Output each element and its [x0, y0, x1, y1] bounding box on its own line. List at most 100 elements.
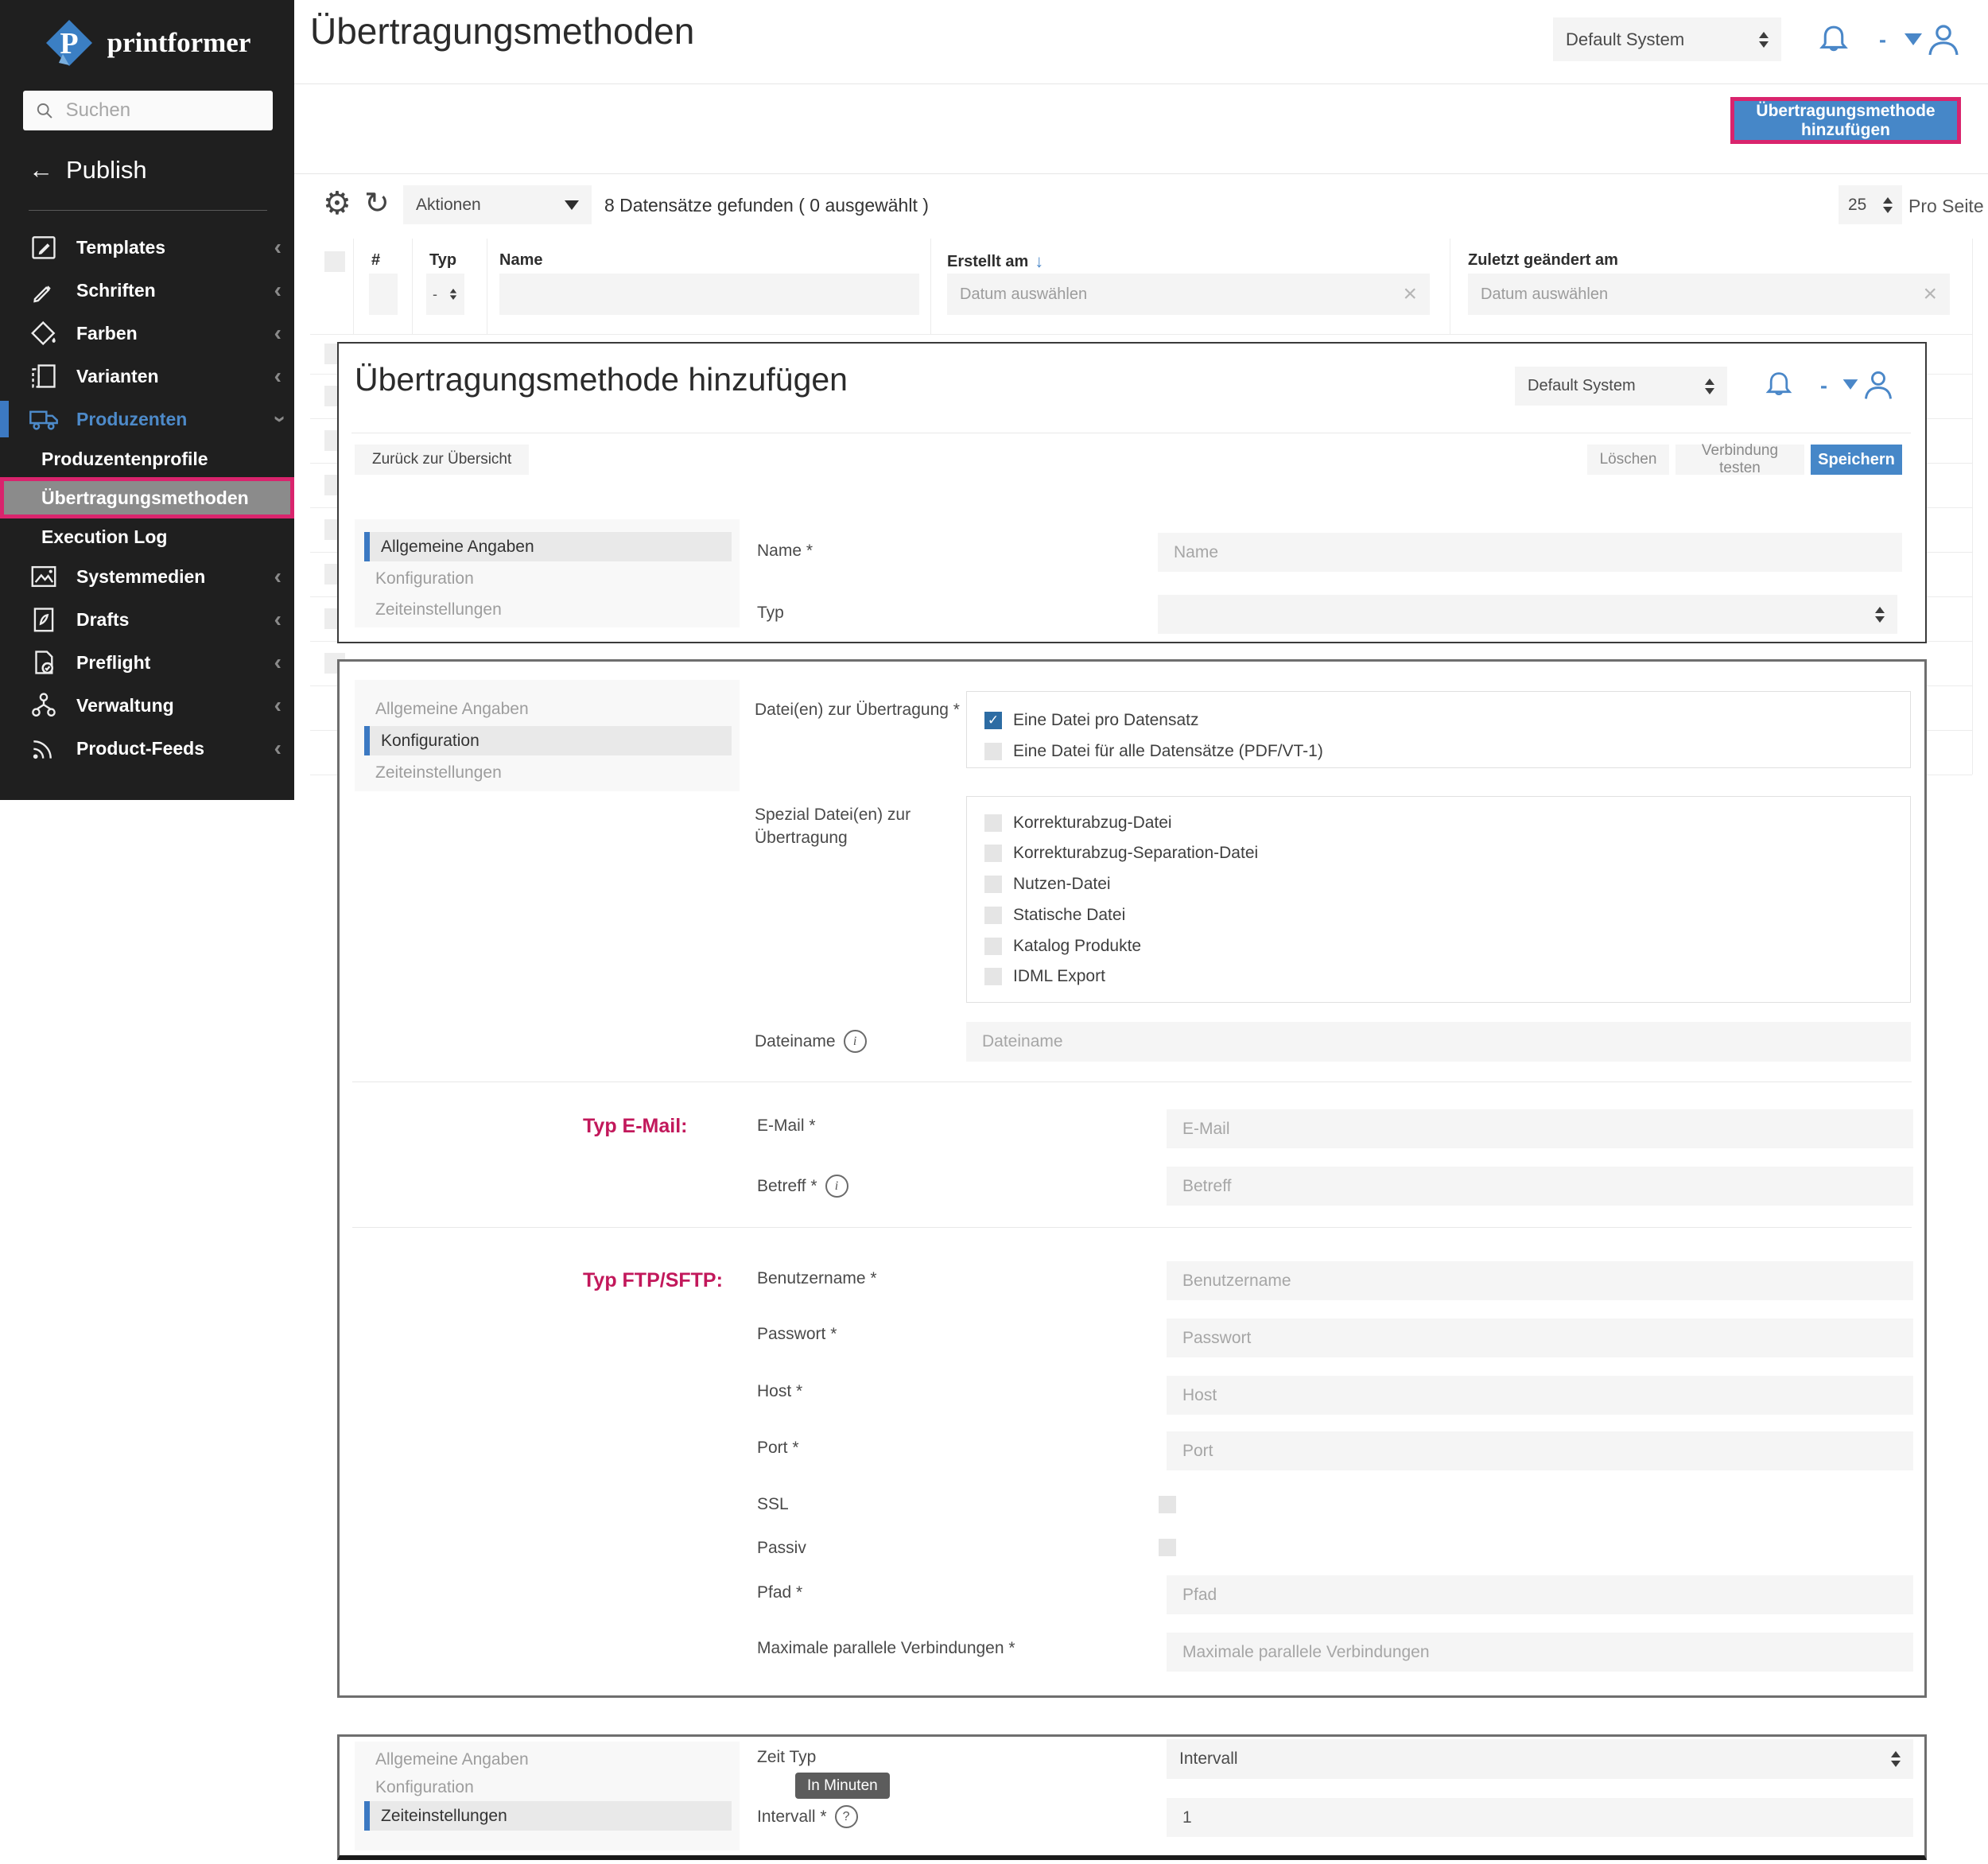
nav-tab-konfiguration[interactable]: Konfiguration: [375, 1778, 474, 1796]
nav-tab-allgemeine-angaben[interactable]: Allgemeine Angaben: [375, 1750, 529, 1769]
checkbox-unchecked[interactable]: [984, 814, 1002, 832]
nav-tab-zeiteinstellungen[interactable]: Zeiteinstellungen: [375, 763, 502, 782]
option-idml-export[interactable]: IDML Export: [984, 967, 1105, 986]
save-button[interactable]: Speichern: [1811, 445, 1902, 475]
sidebar-item-varianten[interactable]: Varianten ‹: [0, 355, 294, 398]
user-icon[interactable]: [1924, 19, 1963, 60]
checkbox-unchecked[interactable]: [984, 743, 1002, 760]
column-header-num[interactable]: #: [371, 251, 381, 269]
path-input[interactable]: [1167, 1575, 1913, 1614]
search-input[interactable]: [64, 99, 262, 122]
sidebar-item-product-feeds[interactable]: Product-Feeds ‹: [0, 727, 294, 770]
back-to-overview-button[interactable]: Zurück zur Übersicht: [355, 445, 530, 475]
zeittyp-label: Zeit Typ: [757, 1748, 817, 1766]
user-icon[interactable]: [1861, 366, 1896, 404]
select-all-checkbox[interactable]: [324, 251, 345, 272]
typ-select[interactable]: [1158, 595, 1897, 634]
username-input[interactable]: [1167, 1261, 1913, 1300]
gear-icon[interactable]: ⚙: [323, 186, 351, 221]
checkbox-unchecked[interactable]: [984, 876, 1002, 893]
column-header-name[interactable]: Name: [499, 251, 543, 269]
actions-select[interactable]: Aktionen: [403, 185, 592, 224]
nav-tab-zeiteinstellungen[interactable]: Zeiteinstellungen: [375, 600, 502, 619]
test-connection-button[interactable]: Verbindung testen: [1675, 442, 1804, 476]
sidebar-item-preflight[interactable]: Preflight ‹: [0, 641, 294, 684]
column-header-created[interactable]: Erstellt am ↓: [947, 251, 1044, 271]
filter-typ-select[interactable]: -: [426, 274, 464, 315]
checkbox-unchecked[interactable]: [984, 938, 1002, 955]
org-chart-icon: [27, 689, 60, 722]
system-select[interactable]: Default System: [1553, 17, 1781, 61]
zeittyp-select[interactable]: Intervall: [1167, 1739, 1913, 1779]
password-input[interactable]: [1167, 1318, 1913, 1357]
header-bottom-line: [310, 334, 1972, 335]
info-icon[interactable]: i: [843, 1030, 867, 1053]
sidebar-item-schriften[interactable]: Schriften ‹: [0, 269, 294, 312]
checkbox-unchecked[interactable]: [984, 968, 1002, 985]
filter-name-input[interactable]: [512, 284, 907, 305]
question-icon[interactable]: ?: [834, 1805, 858, 1828]
rss-icon: [27, 732, 60, 765]
dialog-title: Übertragungsmethode hinzufügen: [355, 361, 848, 398]
account-caret-icon[interactable]: [1842, 379, 1858, 390]
option-katalog-produkte[interactable]: Katalog Produkte: [984, 937, 1141, 956]
option-eine-datei-pro-datensatz[interactable]: Eine Datei pro Datensatz: [984, 711, 1198, 730]
nav-tab-allgemeine-angaben[interactable]: Allgemeine Angaben: [375, 700, 529, 718]
delete-button[interactable]: Löschen: [1587, 445, 1669, 475]
nav-tab-allgemeine-angaben[interactable]: Allgemeine Angaben: [364, 532, 732, 561]
sidebar-item-templates[interactable]: Templates ‹: [0, 226, 294, 269]
passiv-checkbox[interactable]: [1159, 1539, 1176, 1556]
column-header-typ[interactable]: Typ: [429, 251, 457, 269]
bell-icon[interactable]: [1815, 21, 1852, 60]
info-icon[interactable]: i: [825, 1175, 848, 1198]
back-nav-publish[interactable]: ← Publish: [29, 156, 147, 184]
checkbox-unchecked[interactable]: [984, 907, 1002, 924]
port-input[interactable]: [1167, 1431, 1913, 1470]
host-input[interactable]: [1167, 1376, 1913, 1415]
sidebar-item-label: Systemmedien: [76, 565, 206, 587]
sidebar-item-systemmedien[interactable]: Systemmedien ‹: [0, 555, 294, 598]
filter-created-date[interactable]: Datum auswählen ×: [947, 274, 1430, 315]
clear-x-icon[interactable]: ×: [1403, 281, 1417, 307]
email-input[interactable]: [1167, 1109, 1913, 1148]
filename-input[interactable]: [966, 1022, 1911, 1062]
option-korrekturabzug-datei[interactable]: Korrekturabzug-Datei: [984, 814, 1172, 833]
nav-tab-zeiteinstellungen[interactable]: Zeiteinstellungen: [364, 1801, 732, 1831]
svg-text:P: P: [60, 27, 78, 60]
column-header-modified[interactable]: Zuletzt geändert am: [1468, 251, 1618, 269]
sidebar-item-execution-log[interactable]: Execution Log: [0, 518, 294, 555]
clear-x-icon[interactable]: ×: [1923, 281, 1937, 307]
bell-icon[interactable]: [1762, 367, 1796, 404]
option-statische-datei[interactable]: Statische Datei: [984, 906, 1125, 925]
chevron-left-icon: ‹: [274, 320, 282, 345]
option-nutzen-datei[interactable]: Nutzen-Datei: [984, 875, 1111, 894]
printformer-logo-icon: P: [45, 20, 92, 66]
checkbox-unchecked[interactable]: [984, 845, 1002, 862]
port-label: Port *: [757, 1439, 799, 1457]
passiv-label: Passiv: [757, 1539, 806, 1557]
filter-modified-date[interactable]: Datum auswählen ×: [1468, 274, 1950, 315]
intervall-input[interactable]: [1167, 1798, 1913, 1837]
subject-input[interactable]: [1167, 1167, 1913, 1206]
search-box[interactable]: [23, 91, 273, 130]
sidebar-item-drafts[interactable]: Drafts ‹: [0, 598, 294, 641]
sidebar-item-verwaltung[interactable]: Verwaltung ‹: [0, 684, 294, 727]
checkbox-checked[interactable]: [984, 712, 1002, 729]
add-method-button[interactable]: Übertragungsmethode hinzufügen: [1734, 101, 1957, 140]
sidebar-item-produzentenprofile[interactable]: Produzentenprofile: [0, 441, 294, 477]
option-eine-datei-fuer-alle[interactable]: Eine Datei für alle Datensätze (PDF/VT-1…: [984, 742, 1323, 761]
sidebar-item-produzenten[interactable]: Produzenten ‹: [0, 398, 294, 441]
system-select[interactable]: Default System: [1515, 367, 1727, 406]
maxconn-label: Maximale parallele Verbindungen *: [757, 1639, 1015, 1657]
name-input[interactable]: [1158, 533, 1902, 572]
sidebar-item-uebertragungsmethoden[interactable]: Übertragungsmethoden: [0, 477, 294, 518]
option-korrekturabzug-separation-datei[interactable]: Korrekturabzug-Separation-Datei: [984, 844, 1258, 863]
account-caret-icon[interactable]: [1905, 33, 1922, 45]
maxconn-input[interactable]: [1167, 1633, 1913, 1672]
sidebar-item-farben[interactable]: Farben ‹: [0, 312, 294, 355]
nav-tab-konfiguration[interactable]: Konfiguration: [375, 569, 474, 588]
per-page-select[interactable]: 25: [1839, 185, 1902, 224]
refresh-icon[interactable]: ↻: [364, 187, 390, 220]
ssl-checkbox[interactable]: [1159, 1496, 1176, 1513]
nav-tab-konfiguration[interactable]: Konfiguration: [364, 726, 732, 755]
